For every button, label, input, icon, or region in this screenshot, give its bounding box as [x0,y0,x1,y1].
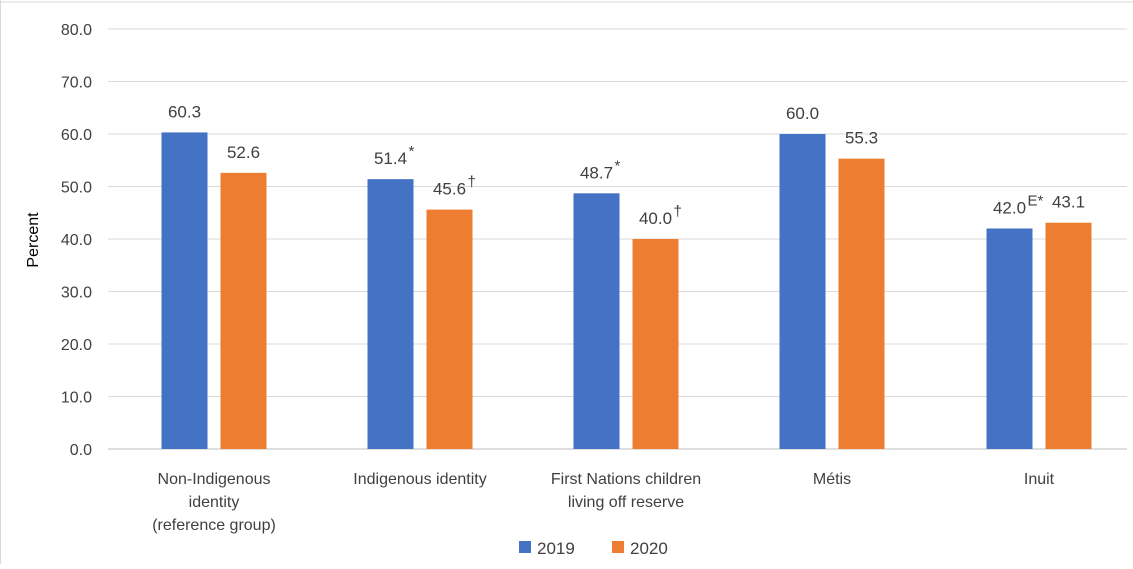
x-category-label: Inuit [1024,471,1055,488]
data-label: 60.3 [168,102,201,121]
data-label: 48.7 [580,163,613,182]
data-label-mark: * [615,157,621,174]
legend-swatch-2019 [519,541,531,553]
bar-2020-2 [632,239,679,449]
data-label: 40.0 [639,209,672,228]
bar-2020-1 [426,209,473,449]
x-category-line: Inuit [1024,471,1055,488]
data-label: 55.3 [845,129,878,148]
x-category-label: Indigenous identity [353,471,486,488]
bar-2019-1 [367,179,414,449]
x-category-line: identity [189,494,240,511]
data-label: 42.0 [993,199,1026,218]
legend-label-2019: 2019 [537,539,575,558]
y-tick-label: 10.0 [61,390,92,407]
data-label-mark: E* [1028,193,1044,210]
bar-2019-3 [779,134,826,449]
y-tick-label: 70.0 [61,75,92,92]
y-tick-label: 80.0 [61,22,92,39]
data-labels: 60.351.4 *48.7 *60.042.0 E*52.645.6 †40.0 †55… [168,102,1085,228]
y-axis-ticks: 0.0 10.0 20.0 30.0 40.0 50.0 60.0 70.0 80.0 [61,22,92,459]
x-axis-categories: Non-Indigenous identity (reference group) I… [152,471,1054,534]
x-category-label: Métis [813,471,851,488]
y-tick-label: 30.0 [61,285,92,302]
x-category-line: Indigenous identity [353,471,486,488]
data-label: 52.6 [227,143,260,162]
bar-2020-3 [838,158,885,450]
data-label: 45.6 [433,180,466,199]
data-label: 43.1 [1052,193,1085,212]
x-category-line: First Nations children [551,471,701,488]
legend-label-2020: 2020 [630,539,668,558]
data-label: 51.4 [374,149,407,168]
bar-2019-4 [986,228,1033,449]
x-category-label: First Nations children living off reserve [551,471,701,511]
data-label-mark: † [674,203,682,220]
data-label-mark: † [468,174,476,191]
bar-2019-2 [573,193,620,449]
bars [161,132,1092,450]
y-axis-label: Percent [25,212,42,268]
bar-2019-0 [161,132,208,450]
x-category-line: (reference group) [152,517,276,534]
data-label-mark: * [409,143,415,160]
y-tick-label: 40.0 [61,232,92,249]
y-tick-label: 60.0 [61,127,92,144]
legend: 2019 2020 [519,539,668,558]
x-category-line: living off reserve [568,494,684,511]
x-category-line: Non-Indigenous [158,471,271,488]
y-tick-label: 50.0 [61,180,92,197]
bar-2020-4 [1045,222,1092,449]
bar-2020-0 [220,172,267,449]
x-category-line: Métis [813,471,851,488]
x-category-label: Non-Indigenous identity (reference group) [152,471,276,534]
y-tick-label: 20.0 [61,337,92,354]
data-label: 60.0 [786,104,819,123]
y-tick-label: 0.0 [70,442,92,459]
legend-swatch-2020 [612,541,624,553]
